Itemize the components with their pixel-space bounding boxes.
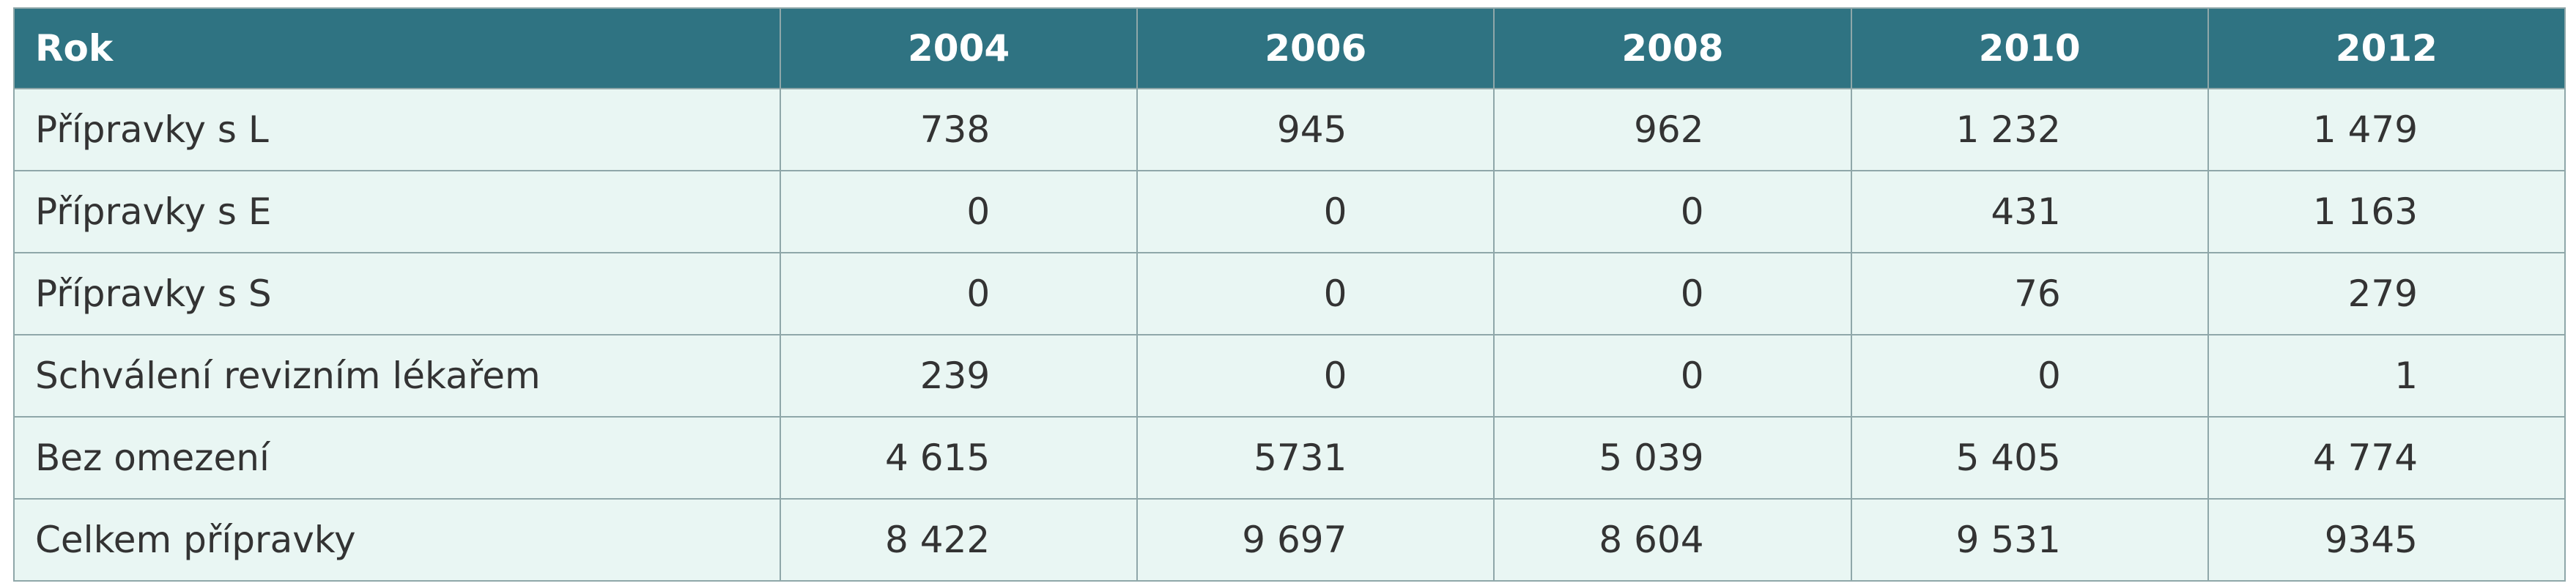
cell: 5 039 [1493,416,1852,500]
cell: 8 422 [779,498,1139,582]
cell: 1 163 [2207,170,2566,253]
cell: 0 [779,170,1139,253]
cell: 76 [1850,252,2209,335]
row-label: Celkem přípravky [13,498,781,582]
cell: 962 [1493,88,1852,171]
cell: 4 615 [779,416,1139,500]
cell: 239 [779,334,1139,418]
data-table: Rok 2004 2006 2008 2010 2012 Přípravky s L 738… [13,7,2566,582]
cell: 5 405 [1850,416,2209,500]
table-row: Schválení revizním lékařem 239 0 0 0 1 [13,334,2566,418]
header-row: Rok 2004 2006 2008 2010 2012 [13,7,2566,89]
row-label: Přípravky s E [13,170,781,253]
table-row: Přípravky s E 0 0 0 431 1 163 [13,170,2566,253]
cell: 0 [1136,252,1495,335]
cell: 0 [1136,170,1495,253]
table-row: Přípravky s L 738 945 962 1 232 1 479 [13,88,2566,171]
header-cell: 2010 [1850,7,2209,89]
cell: 738 [779,88,1139,171]
cell: 4 774 [2207,416,2566,500]
cell: 1 479 [2207,88,2566,171]
cell: 1 232 [1850,88,2209,171]
cell: 945 [1136,88,1495,171]
table-row: Bez omezení 4 615 5731 5 039 5 405 4 774 [13,416,2566,500]
cell: 0 [1850,334,2209,418]
cell: 5731 [1136,416,1495,500]
header-cell: Rok [13,7,781,89]
cell: 431 [1850,170,2209,253]
cell: 1 [2207,334,2566,418]
table-row: Celkem přípravky 8 422 9 697 8 604 9 531 9345 [13,498,2566,582]
cell: 0 [779,252,1139,335]
cell: 9 531 [1850,498,2209,582]
cell: 0 [1493,334,1852,418]
cell: 0 [1136,334,1495,418]
cell: 0 [1493,170,1852,253]
header-cell: 2004 [779,7,1139,89]
cell: 9345 [2207,498,2566,582]
row-label: Přípravky s S [13,252,781,335]
table-row: Přípravky s S 0 0 0 76 279 [13,252,2566,335]
cell: 8 604 [1493,498,1852,582]
header-cell: 2008 [1493,7,1852,89]
row-label: Schválení revizním lékařem [13,334,781,418]
cell: 9 697 [1136,498,1495,582]
table-body: Přípravky s L 738 945 962 1 232 1 479 Přípravk… [13,88,2566,582]
header-cell: 2006 [1136,7,1495,89]
row-label: Bez omezení [13,416,781,500]
row-label: Přípravky s L [13,88,781,171]
cell: 279 [2207,252,2566,335]
cell: 0 [1493,252,1852,335]
header-cell: 2012 [2207,7,2566,89]
